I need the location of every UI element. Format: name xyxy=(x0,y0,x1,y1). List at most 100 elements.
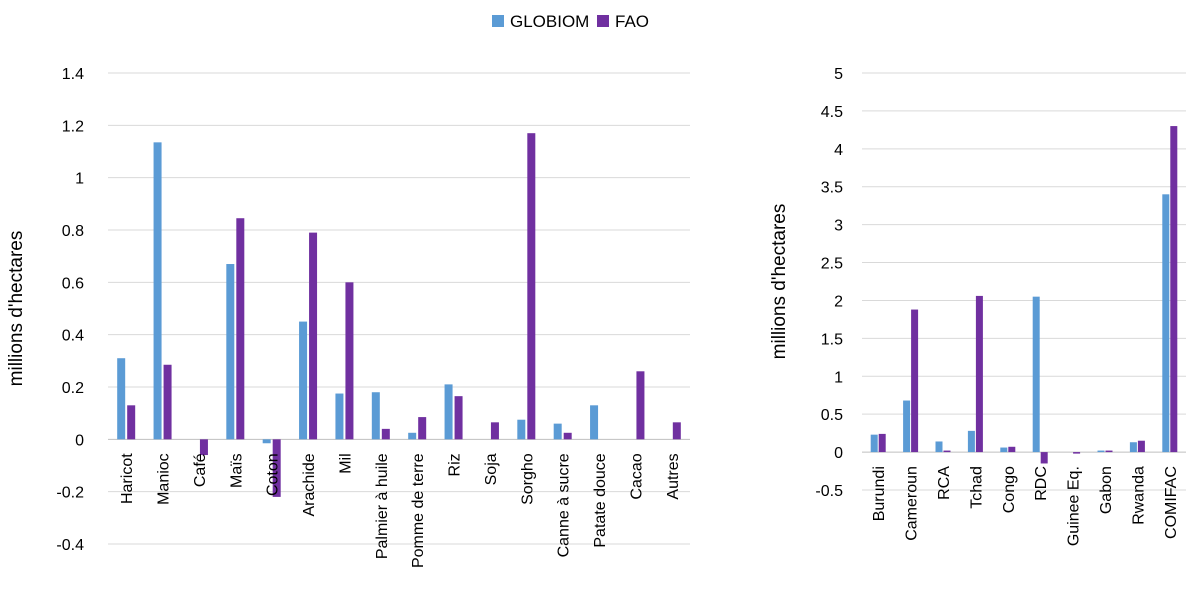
left-category-label-arachide: Arachide xyxy=(301,453,318,516)
right-category-label-rwanda: Rwanda xyxy=(1130,466,1147,525)
legend-label-fao: FAO xyxy=(615,12,649,31)
left-y-tick-label: 0.4 xyxy=(62,328,84,345)
right-bar-globiom-burundi xyxy=(870,434,878,453)
left-category-label-autres: Autres xyxy=(665,453,682,499)
right-y-tick-label: 3 xyxy=(834,218,843,235)
left-y-tick-label: -0.2 xyxy=(56,485,84,502)
left-bar-globiom-canne-a-sucre xyxy=(553,423,562,440)
left-bar-fao-mil xyxy=(345,282,354,440)
left-bar-globiom-coton xyxy=(262,439,271,444)
right-category-label-gabon: Gabon xyxy=(1098,466,1115,514)
left-bar-globiom-patate-douce xyxy=(590,405,599,440)
left-category-label-pomme-de-terre: Pomme de terre xyxy=(410,453,427,568)
legend-swatch-fao xyxy=(597,15,609,27)
left-bar-globiom-arachide xyxy=(299,321,308,440)
left-category-label-cacao: Cacao xyxy=(628,453,645,499)
right-y-tick-label: 4 xyxy=(834,142,843,159)
left-y-tick-label: 0 xyxy=(75,432,84,449)
right-y-tick-label: 2.5 xyxy=(821,256,843,273)
right-y-tick-label: 3.5 xyxy=(821,180,843,197)
left-y-tick-label: 0.8 xyxy=(62,223,84,240)
left-bar-globiom-manioc xyxy=(153,142,162,440)
right-bar-fao-rdc xyxy=(1040,452,1048,464)
left-category-label-cafe: Café xyxy=(192,453,209,487)
right-y-tick-label: 2 xyxy=(834,293,843,310)
left-bar-fao-mais xyxy=(236,218,245,440)
right-bar-globiom-gabon xyxy=(1097,450,1105,453)
left-bar-globiom-pomme-de-terre xyxy=(408,432,417,440)
left-category-label-patate-douce: Patate douce xyxy=(592,453,609,547)
right-y-tick-label: 1 xyxy=(834,369,843,386)
left-category-label-sorgho: Sorgho xyxy=(519,453,536,505)
right-bar-globiom-comifac xyxy=(1162,194,1170,453)
left-y-tick-label: 0.2 xyxy=(62,380,84,397)
left-bar-fao-pomme-de-terre xyxy=(418,417,427,440)
legend-swatch-globiom xyxy=(492,15,504,27)
right-category-label-guinee-eq: Guinee Eq. xyxy=(1066,466,1083,546)
left-bar-globiom-haricot xyxy=(117,358,126,440)
right-category-label-rca: RCA xyxy=(936,466,953,500)
right-y-tick-label: 4.5 xyxy=(821,104,843,121)
right-y-tick-label: 0.5 xyxy=(821,407,843,424)
right-bar-globiom-congo xyxy=(1000,447,1008,453)
left-bar-fao-soja xyxy=(490,422,499,440)
right-bar-globiom-cameroun xyxy=(903,400,911,453)
right-bar-fao-gabon xyxy=(1105,450,1113,453)
left-y-axis-title: millions d'hectares xyxy=(6,231,27,387)
right-bar-fao-rca xyxy=(943,450,951,453)
right-bar-globiom-rwanda xyxy=(1129,442,1137,453)
left-bar-globiom-mil xyxy=(335,393,344,440)
right-category-label-cameroun: Cameroun xyxy=(904,466,921,541)
left-y-tick-label: 1.2 xyxy=(62,118,84,135)
left-category-label-palmier-a-huile: Palmier à huile xyxy=(374,453,391,559)
left-bar-fao-riz xyxy=(454,396,463,440)
left-bar-globiom-mais xyxy=(226,264,235,440)
right-category-label-congo: Congo xyxy=(1001,466,1018,513)
left-bar-fao-arachide xyxy=(309,232,318,440)
right-y-tick-label: 0 xyxy=(834,445,843,462)
left-category-label-canne-a-sucre: Canne à sucre xyxy=(556,453,573,557)
left-bar-fao-cafe xyxy=(199,439,208,456)
right-bar-fao-cameroun xyxy=(911,309,919,453)
right-bar-fao-rwanda xyxy=(1137,440,1145,453)
right-y-tick-label: 5 xyxy=(834,66,843,83)
right-y-tick-label: 1.5 xyxy=(821,331,843,348)
left-bar-globiom-riz xyxy=(444,384,453,440)
right-bar-fao-comifac xyxy=(1170,126,1178,453)
right-bar-fao-guinee-eq xyxy=(1073,452,1081,454)
right-category-label-rdc: RDC xyxy=(1033,466,1050,501)
right-bar-globiom-rdc xyxy=(1032,296,1040,453)
left-bar-fao-sorgho xyxy=(527,133,536,440)
left-bar-globiom-sorgho xyxy=(517,419,526,440)
left-bar-fao-manioc xyxy=(163,364,172,440)
left-category-label-haricot: Haricot xyxy=(119,453,136,504)
right-y-axis-title: millions d'hectares xyxy=(769,204,790,360)
right-bar-globiom-rca xyxy=(935,441,943,453)
left-bar-fao-cacao xyxy=(636,371,645,440)
right-category-label-tchad: Tchad xyxy=(968,466,985,509)
left-bar-fao-haricot xyxy=(127,405,136,440)
left-bar-fao-palmier-a-huile xyxy=(381,428,390,440)
left-category-label-coton: Coton xyxy=(265,453,282,496)
left-bar-globiom-palmier-a-huile xyxy=(371,392,380,440)
left-category-label-soja: Soja xyxy=(483,453,500,485)
left-y-tick-label: 0.6 xyxy=(62,275,84,292)
left-category-label-manioc: Manioc xyxy=(156,453,173,505)
right-bar-globiom-tchad xyxy=(967,430,975,453)
left-category-label-mais: Maïs xyxy=(228,453,245,488)
right-category-label-comifac: COMIFAC xyxy=(1163,466,1180,539)
left-y-tick-label: 1.4 xyxy=(62,66,84,83)
right-bar-fao-burundi xyxy=(878,433,886,453)
right-category-label-burundi: Burundi xyxy=(871,466,888,521)
left-bar-fao-autres xyxy=(672,422,681,440)
legend-label-globiom: GLOBIOM xyxy=(510,12,589,31)
left-bar-fao-coton xyxy=(272,439,281,497)
right-bar-fao-tchad xyxy=(975,295,983,453)
left-bar-fao-canne-a-sucre xyxy=(563,432,572,440)
right-bar-fao-congo xyxy=(1008,446,1016,453)
left-y-tick-label: -0.4 xyxy=(56,537,84,554)
right-y-tick-label: -0.5 xyxy=(815,483,843,500)
left-category-label-mil: Mil xyxy=(337,453,354,473)
